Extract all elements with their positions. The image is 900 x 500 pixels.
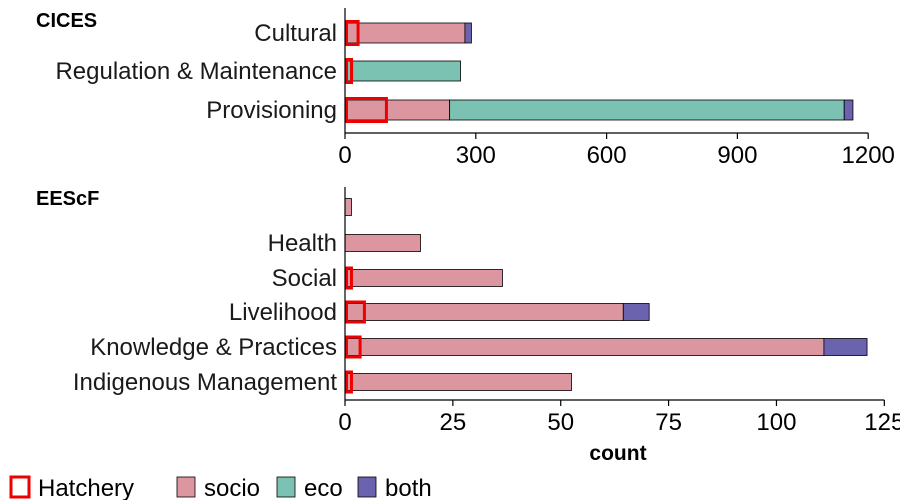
cices-hatchery-outlines: [345, 20, 388, 123]
eescf-bars: [344, 198, 868, 391]
eescf-x-tick-label-100: 100: [756, 409, 796, 436]
legend-swatch-hatchery: [9, 475, 31, 499]
cices-bar-socio-cultural: [344, 22, 466, 44]
cices-x-tick-label-0: 0: [338, 142, 351, 169]
cices-x-tick-label-600: 600: [587, 142, 627, 169]
cices-bar-both-provisioning: [843, 99, 854, 121]
legend-label-socio: socio: [204, 475, 260, 500]
cices-panel-title: CICES: [36, 10, 97, 32]
legend-swatch-socio: [176, 476, 196, 498]
legend-label-both: both: [385, 475, 432, 500]
eescf-bar-socio-health: [344, 234, 421, 252]
eescf-hatchery-outlines: [345, 266, 366, 394]
cices-x-tick-label-1200: 1200: [842, 142, 895, 169]
cices-bar-socio-provisioning: [344, 99, 451, 121]
eescf-x-tick-label-0: 0: [338, 409, 351, 436]
eescf-hatchery-outline-social: [345, 266, 353, 290]
eescf-category-label-knowledge-and-practices: Knowledge & Practices: [90, 334, 337, 361]
eescf-category-labels: Health Social Livelihood Knowledge & Practi…: [73, 230, 338, 396]
x-axis-label: count: [589, 442, 646, 465]
eescf-bar-socio-indigenous-management: [344, 373, 572, 391]
cices-hatchery-outline-regulation-and-maintenance: [345, 58, 354, 84]
eescf-bar-socio-knowledge-and-practices: [344, 338, 825, 356]
cices-category-label-regulation-and-maintenance: Regulation & Maintenance: [55, 58, 337, 85]
eescf-bar-both-knowledge-and-practices: [823, 338, 868, 356]
eescf-hatchery-outline-livelihood: [345, 300, 366, 324]
legend-swatch-eco: [276, 476, 296, 498]
cices-bar-eco-regulation-and-maintenance: [346, 60, 461, 82]
cices-category-label-provisioning: Provisioning: [206, 97, 337, 124]
cices-category-labels: Cultural Regulation & Maintenance Provisio…: [55, 20, 337, 124]
cices-bar-both-cultural: [464, 22, 472, 44]
cices-hatchery-outline-cultural: [345, 20, 360, 46]
eescf-hatchery-outline-indigenous-management: [345, 370, 353, 394]
eescf-x-tick-label-25: 25: [440, 409, 467, 436]
eescf-category-label-health: Health: [268, 230, 337, 257]
eescf-category-label-livelihood: Livelihood: [229, 299, 337, 326]
eescf-x-tick-label-75: 75: [655, 409, 682, 436]
eescf-panel-title: EEScF: [36, 188, 99, 210]
cices-hatchery-outline-provisioning: [345, 97, 388, 123]
eescf-panel: EEScF Health Social Livelihood Knowledge & …: [36, 187, 900, 465]
eescf-bar-socio-unlabeled: [344, 198, 352, 216]
cices-x-ticks: 0 300 600 900 1200: [338, 133, 895, 169]
eescf-bar-socio-livelihood: [344, 303, 624, 321]
legend: Hatchery socio eco both: [9, 475, 432, 500]
cices-x-tick-label-300: 300: [456, 142, 496, 169]
cices-category-label-cultural: Cultural: [254, 20, 337, 47]
eescf-category-label-indigenous-management: Indigenous Management: [73, 369, 338, 396]
legend-label-hatchery: Hatchery: [38, 475, 134, 500]
eescf-category-label-social: Social: [272, 265, 337, 292]
cices-panel: CICES Cultural Regulation & Maintenance Pr…: [36, 8, 895, 169]
eescf-x-tick-label-125: 125: [864, 409, 900, 436]
eescf-bar-socio-social: [344, 269, 503, 287]
cices-bar-eco-provisioning: [449, 99, 845, 121]
cices-bars: [344, 22, 854, 121]
cices-x-tick-label-900: 900: [717, 142, 757, 169]
legend-label-eco: eco: [304, 475, 343, 500]
eescf-x-ticks: 0 25 50 75 100 125: [338, 400, 900, 436]
eescf-bar-both-livelihood: [622, 303, 650, 321]
legend-swatch-both: [357, 476, 377, 498]
eescf-hatchery-outline-knowledge-and-practices: [345, 335, 362, 359]
eescf-x-tick-label-50: 50: [547, 409, 574, 436]
